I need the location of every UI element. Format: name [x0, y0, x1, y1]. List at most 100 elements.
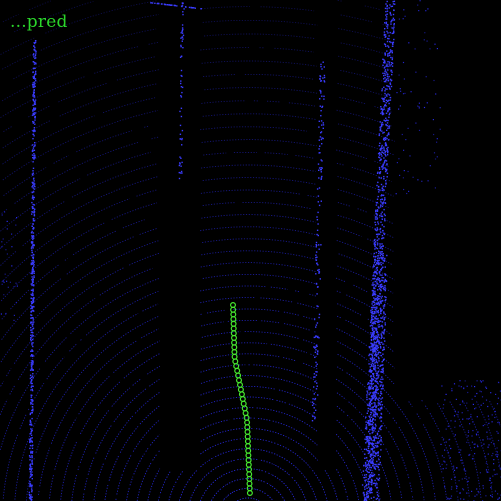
lidar-point — [385, 155, 387, 157]
lidar-point — [443, 404, 445, 406]
lidar-point — [313, 376, 315, 378]
lidar-point — [29, 424, 32, 426]
lidar-point — [315, 349, 317, 351]
trajectory-point — [246, 480, 253, 487]
lidar-point — [32, 298, 35, 301]
lidar-point — [393, 26, 395, 28]
lidar-point — [384, 61, 386, 63]
lidar-point — [370, 339, 373, 342]
lidar-point — [366, 404, 369, 406]
lidar-point — [381, 324, 383, 327]
lidar-point — [389, 51, 392, 53]
lidar-point — [374, 453, 377, 455]
lidar-point — [377, 408, 380, 410]
lidar-point — [32, 284, 35, 286]
lidar-point — [33, 127, 36, 129]
lidar-point — [380, 325, 382, 327]
lidar-point — [315, 283, 318, 285]
trajectory-point — [241, 405, 248, 412]
lidar-point — [376, 374, 378, 377]
lidar-point — [376, 303, 378, 305]
lidar-point — [368, 388, 370, 390]
lidar-point — [384, 43, 387, 46]
lidar-point — [368, 363, 370, 365]
lidar-point — [180, 44, 182, 47]
lidar-point — [31, 455, 33, 457]
lidar-point — [374, 248, 376, 250]
lidar-point — [31, 437, 33, 439]
lidar-point — [32, 61, 34, 63]
lidar-point — [323, 98, 325, 100]
lidar-point — [374, 468, 377, 470]
lidar-point — [30, 376, 32, 378]
lidar-point — [4, 273, 6, 275]
lidar-point — [181, 172, 183, 174]
lidar-point — [315, 244, 317, 246]
lidar-point — [386, 119, 388, 121]
lidar-point — [392, 0, 394, 3]
lidar-point — [30, 262, 32, 264]
lidar-point — [381, 144, 383, 147]
lidar-point — [383, 131, 385, 134]
lidar-point — [375, 396, 377, 398]
lidar-point — [30, 293, 32, 296]
lidar-point — [378, 442, 380, 444]
lidar-point — [368, 471, 371, 474]
lidar-point — [383, 33, 386, 36]
lidar-point — [369, 487, 371, 490]
lidar-point — [385, 71, 388, 73]
lidar-point — [381, 166, 383, 168]
lidar-point — [491, 482, 493, 484]
lidar-point — [33, 183, 35, 186]
lidar-point — [371, 316, 373, 318]
lidar-point — [180, 86, 183, 88]
lidar-point — [378, 172, 381, 175]
lidar-point — [483, 443, 485, 445]
lidar-point — [29, 377, 32, 380]
lidar-point — [321, 175, 323, 178]
lidar-point — [371, 358, 373, 361]
lidar-point — [372, 330, 375, 333]
lidar-point — [379, 281, 381, 283]
lidar-point — [374, 353, 377, 355]
lidar-point — [33, 212, 35, 214]
lidar-point — [380, 285, 383, 288]
lidar-point — [318, 248, 320, 250]
lidar-point — [379, 341, 381, 344]
lidar-point — [444, 399, 446, 401]
lidar-point — [386, 129, 388, 131]
lidar-point — [6, 280, 8, 282]
lidar-point — [383, 59, 385, 61]
lidar-point — [499, 468, 501, 470]
lidar-point — [379, 403, 381, 405]
lidar-point — [32, 403, 34, 405]
lidar-point — [372, 278, 374, 280]
lidar-point — [370, 338, 373, 341]
lidar-point — [31, 276, 33, 278]
lidar-point — [423, 39, 425, 41]
lidar-point — [382, 185, 384, 187]
lidar-point — [7, 286, 9, 288]
lidar-point — [29, 485, 31, 488]
lidar-point — [32, 256, 35, 258]
lidar-point — [375, 284, 377, 286]
lidar-point — [379, 385, 381, 387]
lidar-point — [373, 322, 376, 324]
lidar-point — [454, 434, 456, 436]
lidar-point — [375, 412, 377, 414]
lidar-point — [379, 171, 381, 174]
lidar-point — [372, 304, 374, 307]
lidar-point — [367, 421, 369, 423]
lidar-point — [393, 24, 395, 26]
lidar-point — [33, 297, 35, 299]
lidar-point — [32, 280, 34, 282]
lidar-point — [32, 288, 34, 290]
lidar-point — [382, 108, 384, 111]
lidar-point — [386, 176, 388, 178]
lidar-point — [371, 356, 374, 358]
lidar-point — [30, 297, 32, 299]
lidar-point — [380, 354, 382, 357]
lidar-point — [377, 206, 379, 208]
lidar-point — [372, 291, 375, 293]
lidar-point — [33, 275, 35, 277]
